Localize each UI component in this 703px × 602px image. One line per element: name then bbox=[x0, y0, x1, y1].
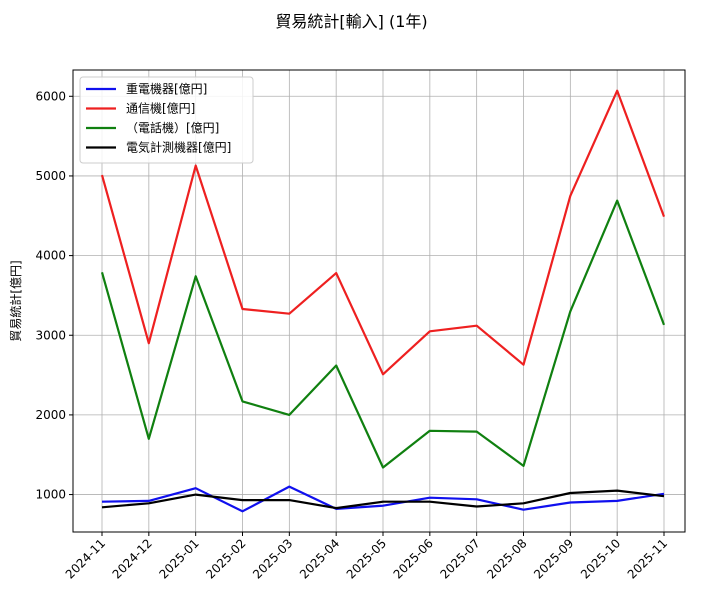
x-tick-label: 2025-08 bbox=[484, 536, 529, 581]
y-axis-label: 貿易統計[億円] bbox=[8, 260, 23, 341]
y-tick-label: 2000 bbox=[35, 408, 66, 422]
y-axis-ticks: 1000 2000 3000 4000 5000 6000 bbox=[35, 89, 73, 502]
plot-frame bbox=[72, 69, 686, 533]
series-line bbox=[101, 489, 665, 510]
legend-label: 通信機[億円] bbox=[126, 101, 195, 116]
series-line bbox=[101, 485, 665, 513]
y-tick-label: 3000 bbox=[35, 328, 66, 342]
x-tick-label: 2024-11 bbox=[63, 536, 108, 581]
x-tick-label: 2025-02 bbox=[203, 536, 248, 581]
x-tick-label: 2024-12 bbox=[110, 536, 155, 581]
legend: 重電機器[億円] 通信機[億円] （電話機）[億円] 電気計測機器[億円] bbox=[79, 76, 254, 164]
x-tick-label: 2025-06 bbox=[391, 536, 436, 581]
y-tick-label: 1000 bbox=[35, 488, 66, 502]
grid-lines bbox=[73, 70, 685, 532]
x-tick-label: 2025-10 bbox=[578, 536, 623, 581]
series-line bbox=[100, 89, 666, 376]
y-tick-label: 6000 bbox=[35, 89, 66, 103]
series-line bbox=[100, 199, 666, 469]
legend-label: （電話機）[億円] bbox=[126, 120, 219, 135]
x-tick-label: 2025-03 bbox=[250, 536, 295, 581]
x-axis-ticks: 2024-11 2024-12 2025-01 2025-02 2025-03 2025-… bbox=[63, 532, 670, 582]
y-tick-label: 5000 bbox=[35, 169, 66, 183]
y-tick-label: 4000 bbox=[35, 249, 66, 263]
chart-title: 貿易統計[輸入] (1年) bbox=[275, 12, 428, 31]
x-tick-label: 2025-11 bbox=[625, 536, 670, 581]
x-tick-label: 2025-01 bbox=[156, 536, 201, 581]
x-tick-label: 2025-09 bbox=[531, 536, 576, 581]
x-tick-label: 2025-04 bbox=[297, 536, 342, 581]
x-tick-label: 2025-07 bbox=[437, 536, 482, 581]
legend-label: 電気計測機器[億円] bbox=[126, 140, 231, 155]
x-tick-label: 2025-05 bbox=[344, 536, 389, 581]
legend-label: 重電機器[億円] bbox=[126, 81, 207, 96]
series-lines bbox=[100, 89, 666, 513]
